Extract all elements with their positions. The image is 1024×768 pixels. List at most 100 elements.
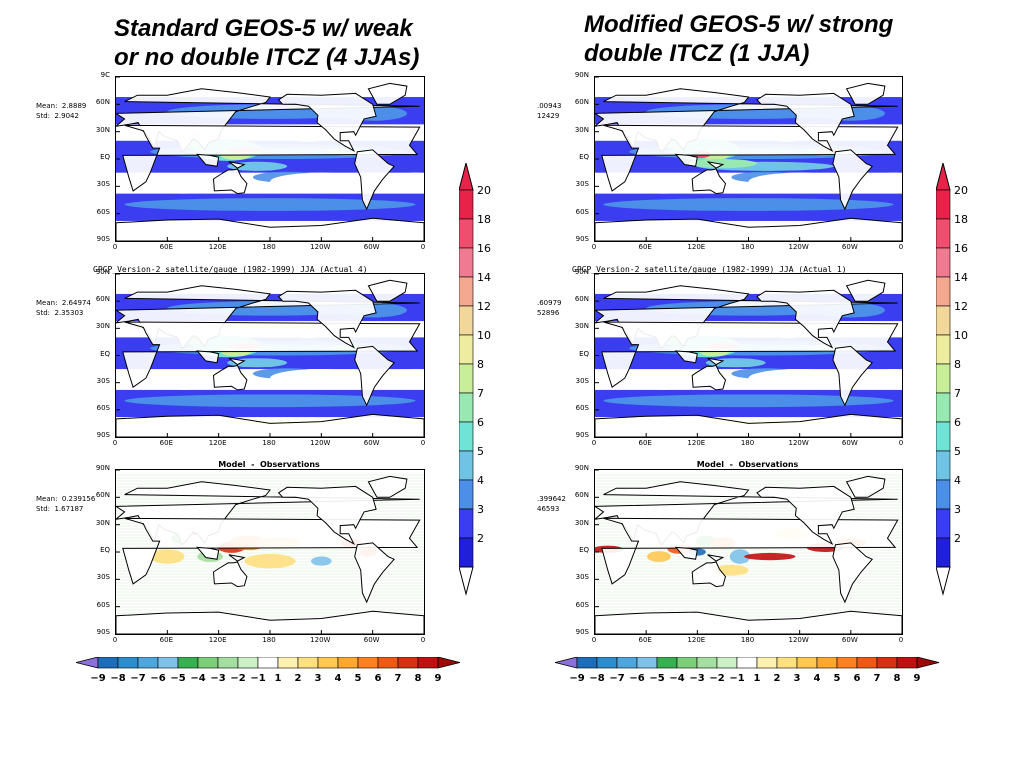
left-diff-lat-label: 90S: [96, 628, 110, 636]
left-obs-lat-label: 60S: [96, 403, 110, 412]
left-obs-lat-label: 90N: [95, 268, 110, 276]
right-model-lon-label: 120W: [788, 243, 809, 251]
right-model-mean: .00943: [537, 102, 562, 110]
right-model-lat-label: EQ: [579, 153, 589, 161]
left-obs-mean: Mean: 2.64974: [36, 299, 91, 307]
left-diff-stats: Mean: 0.239156 Std: 1.67187: [36, 494, 95, 514]
precip-colorbar-label: 6: [954, 416, 961, 429]
right-obs-field: [595, 274, 902, 437]
right-model-lon-label: 0: [591, 243, 597, 251]
diff-colorbar-label: 6: [854, 673, 861, 684]
left-diff-colorbar: −9 −8 −7 −6 −5 −4 −3 −2 −1 1 2 3 4 5 6 7 8 9: [76, 657, 461, 684]
precip-colorbar-label: 12: [477, 300, 491, 313]
diff-colorbar-label: 8: [415, 673, 422, 684]
right-model-std: 12429: [537, 112, 560, 120]
precip-colorbar-label: 10: [954, 329, 968, 342]
right-obs-lat-label: 60N: [574, 295, 589, 304]
right-obs-title: GPCP_Version-2_satellite/gauge_(1982-199…: [572, 265, 847, 274]
right-model-lat-label: 30S: [575, 180, 589, 189]
right-obs-lon-label: 120W: [788, 439, 809, 447]
precip-colorbar-label: 3: [954, 503, 961, 516]
right-diff-title: Model - Observations: [696, 460, 799, 469]
left-model-field: [116, 77, 424, 241]
right-obs-stats: .60979 52896: [537, 298, 562, 318]
diff-colorbar-label: 3: [315, 673, 322, 684]
precip-colorbar-label: 8: [954, 358, 961, 371]
left-obs-lon-label: 0: [420, 439, 426, 447]
left-diff-lon-label: 0: [420, 636, 426, 644]
right-model-lon-label: 60E: [638, 243, 652, 251]
left-diff-title: Model - Observations: [218, 460, 320, 469]
right-diff-lat-label: 30N: [574, 518, 589, 527]
left-model-lat-label: EQ: [100, 153, 110, 161]
diff-colorbar-label: −4: [669, 673, 684, 684]
left-model-lon-label: 180: [262, 243, 276, 251]
diff-colorbar-label: −3: [689, 673, 704, 684]
diff-colorbar-label: 6: [375, 673, 382, 684]
diff-colorbar-label: −6: [150, 673, 165, 684]
right-obs-lat-label: 90N: [574, 268, 589, 276]
left-model-stats: Mean: 2.8889 Std: 2.9042: [36, 101, 86, 121]
left-obs-lat-label: 30N: [95, 322, 110, 331]
precip-colorbar-label: 18: [954, 213, 968, 226]
left-diff-lon-label: 180: [262, 636, 276, 644]
right-diff-lon-label: 180: [740, 636, 755, 644]
left-diff-lat-label: 90N: [95, 464, 110, 472]
left-model-lon-label: 120W: [310, 243, 331, 251]
left-obs-lon-label: 120E: [208, 439, 227, 447]
diff-colorbar-label: −8: [110, 673, 125, 684]
diff-colorbar-label: 7: [395, 673, 402, 684]
left-precip-colorbar: 20 18 16 14 12 10 8 7 6 5 4 3 2: [459, 163, 491, 596]
left-model-lat-label: 30S: [96, 180, 110, 189]
precip-colorbar-label: 14: [954, 271, 968, 284]
right-diff-lat-label: 90S: [575, 628, 589, 636]
precip-colorbar-label: 8: [477, 358, 484, 371]
right-diff-field: [595, 470, 902, 634]
right-diff-lat-label: 30S: [575, 573, 589, 582]
precip-colorbar-label: 7: [954, 387, 961, 400]
right-obs-lat-label: 30S: [575, 376, 589, 385]
right-diff-lon-label: 0: [898, 636, 904, 644]
diff-colorbar-label: −4: [190, 673, 205, 684]
diff-colorbar-label: −1: [729, 673, 744, 684]
left-diff-lon-label: 0: [112, 636, 118, 644]
right-model-lon-label: 60W: [841, 243, 858, 251]
left-obs-field: [116, 274, 424, 437]
left-model-lon-label: 120E: [208, 243, 227, 251]
precip-colorbar-label: 20: [954, 184, 968, 197]
left-model-lat-label: 30N: [95, 125, 110, 134]
left-model-lat-label: 60N: [95, 98, 110, 107]
right-model-field: [595, 77, 902, 241]
diff-colorbar-label: 4: [814, 673, 821, 684]
left-diff-lon-label: 120W: [310, 636, 331, 644]
right-model-lat-label: 90S: [575, 235, 589, 243]
left-model-lat-label: 90S: [96, 235, 110, 243]
right-obs-std: 52896: [537, 309, 560, 317]
right-obs-lon-label: 0: [898, 439, 904, 447]
diff-colorbar-label: 9: [435, 673, 442, 684]
diff-colorbar-label: 3: [794, 673, 801, 684]
diff-colorbar-label: −7: [609, 673, 624, 684]
precip-colorbar-label: 2: [954, 532, 961, 545]
right-model-map: [594, 76, 903, 242]
left-obs-title: GPCP_Version-2_satellite/gauge_(1982-199…: [93, 265, 368, 274]
left-model-lon-label: 0: [420, 243, 426, 251]
diff-colorbar-label: 5: [834, 673, 841, 684]
precip-colorbar-label: 7: [477, 387, 484, 400]
right-diff-lon-label: 120W: [788, 636, 809, 644]
left-model-lon-label: 60E: [159, 243, 173, 251]
right-obs-lat-label: 30N: [574, 322, 589, 331]
precip-colorbar-label: 2: [477, 532, 484, 545]
right-model-stats: .00943 12429: [537, 101, 562, 121]
left-diff-lon-label: 120E: [208, 636, 227, 644]
right-diff-std: 46593: [537, 505, 560, 513]
precip-colorbar-label: 5: [954, 445, 961, 458]
right-model-lat-label: 60N: [574, 98, 589, 107]
right-model-lat-label: 60S: [575, 207, 589, 216]
diff-colorbar-label: −5: [649, 673, 664, 684]
precip-colorbar-label: 4: [477, 474, 484, 487]
precip-colorbar-label: 16: [477, 242, 491, 255]
diff-colorbar-label: 2: [295, 673, 302, 684]
diff-colorbar-label: −9: [90, 673, 105, 684]
right-model-lon-label: 0: [898, 243, 904, 251]
